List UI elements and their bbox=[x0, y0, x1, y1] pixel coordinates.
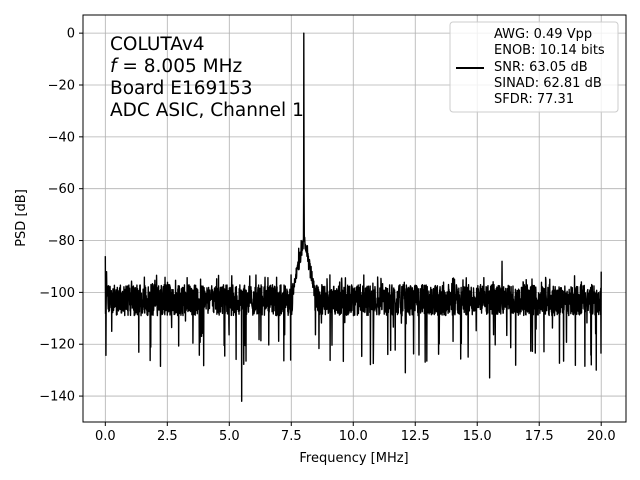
x-tick-label: 15.0 bbox=[463, 429, 492, 444]
y-tick-label: 0 bbox=[67, 27, 75, 42]
legend-snr: SNR: 63.05 dB bbox=[494, 60, 588, 75]
legend-enob: ENOB: 10.14 bits bbox=[494, 43, 605, 58]
x-tick-label: 20.0 bbox=[587, 429, 616, 444]
legend-sfdr: SFDR: 77.31 bbox=[494, 92, 574, 107]
grid bbox=[83, 15, 626, 422]
x-tick-label: 5.0 bbox=[219, 429, 240, 444]
x-tick-label: 17.5 bbox=[525, 429, 554, 444]
x-tick-label: 10.0 bbox=[339, 429, 368, 444]
y-axis: 0 −20 −40 −60 −80 −100 −120 −140 bbox=[39, 27, 83, 405]
annotation-f-symbol: f bbox=[110, 56, 119, 77]
y-axis-title: PSD [dB] bbox=[14, 189, 29, 247]
x-tick-label: 7.5 bbox=[281, 429, 302, 444]
y-tick-label: −100 bbox=[39, 286, 75, 301]
y-tick-label: −80 bbox=[48, 234, 75, 249]
legend-awg: AWG: 0.49 Vpp bbox=[494, 27, 592, 42]
psd-series-line bbox=[104, 32, 602, 402]
plot-frame bbox=[82, 14, 627, 423]
y-tick-label: −60 bbox=[48, 182, 75, 197]
annotation-line-2: f = 8.005 MHz bbox=[110, 56, 242, 77]
x-tick-label: 2.5 bbox=[157, 429, 178, 444]
x-tick-label: 0.0 bbox=[95, 429, 116, 444]
legend-box bbox=[449, 21, 619, 113]
y-tick-label: −40 bbox=[48, 130, 75, 145]
y-tick-label: −120 bbox=[39, 338, 75, 353]
x-tick-label: 12.5 bbox=[401, 429, 430, 444]
legend-sinad: SINAD: 62.81 dB bbox=[494, 76, 602, 91]
y-tick-label: −140 bbox=[39, 390, 75, 405]
annotation-frequency: = 8.005 MHz bbox=[117, 56, 243, 77]
y-tick-label: −20 bbox=[48, 78, 75, 93]
annotation-line-3: Board E169153 bbox=[110, 78, 253, 99]
x-axis-title: Frequency [MHz] bbox=[299, 451, 408, 466]
annotation-line-4: ADC ASIC, Channel 1 bbox=[110, 100, 304, 121]
x-axis: 0.0 2.5 5.0 7.5 10.0 12.5 15.0 17.5 20.0 bbox=[95, 422, 616, 444]
legend: AWG: 0.49 Vpp ENOB: 10.14 bits SNR: 63.0… bbox=[449, 21, 619, 113]
annotation-line-1: COLUTAv4 bbox=[110, 34, 205, 55]
annotation-box: COLUTAv4 f = 8.005 MHz Board E169153 ADC… bbox=[110, 34, 304, 121]
series-layer bbox=[104, 32, 602, 402]
